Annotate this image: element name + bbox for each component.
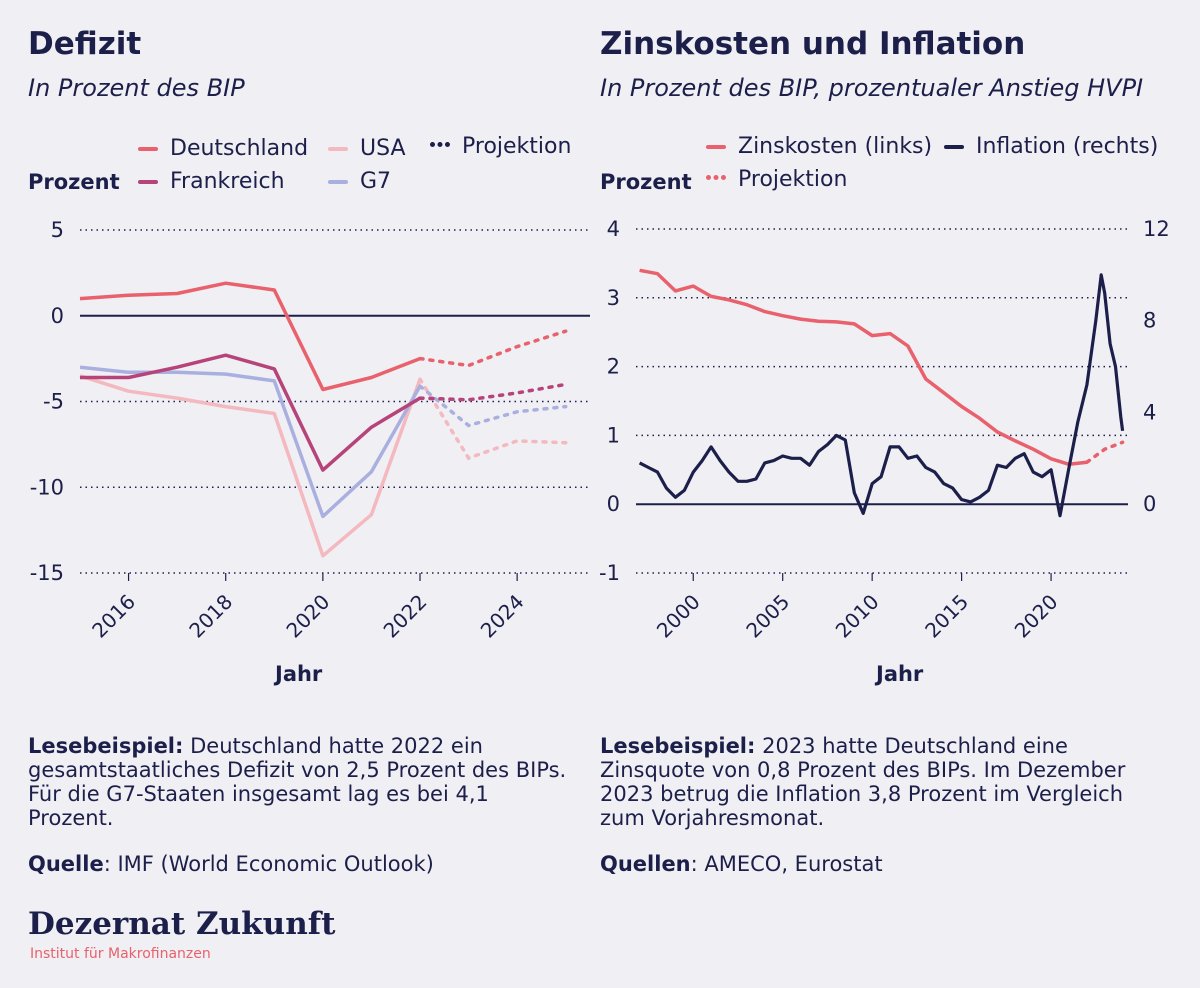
right-left-y-tick-label: 4 xyxy=(607,217,620,241)
left-chart-plot: 5 0 -5 -10 -15 2016 2018 2020 2022 2024 xyxy=(30,218,590,643)
left-chart-subtitle: In Prozent des BIP xyxy=(28,74,245,102)
legend-g7: G7 xyxy=(328,169,391,194)
right-reading-example-text: 2023 hatte Deutschland eine Zinsquote vo… xyxy=(600,734,1126,830)
left-x-axis-title: Jahr xyxy=(275,662,323,686)
legend-frankreich: Frankreich xyxy=(138,169,285,194)
line-zinskosten xyxy=(639,268,1088,467)
left-x-tick-label: 2024 xyxy=(476,590,529,643)
line-usa xyxy=(79,374,422,558)
projection-deutschland xyxy=(418,329,568,368)
legend-usa: USA xyxy=(328,136,406,161)
right-source-text: : AMECO, Eurostat xyxy=(690,852,883,876)
legend-zinskosten-label: Zinskosten (links) xyxy=(738,134,933,159)
charts-canvas: 5 0 -5 -10 -15 2016 2018 2020 2022 2024 4 3 2 1 0 -1 12… xyxy=(30,217,1170,643)
right-y-axis-title: Prozent xyxy=(600,170,692,194)
right-source: Quellen: AMECO, Eurostat xyxy=(600,852,883,876)
left-reading-example: Lesebeispiel: Deutschland hatte 2022 ein… xyxy=(28,734,568,830)
left-x-tick-label: 2016 xyxy=(87,590,140,643)
legend-projektion-left-swatch xyxy=(430,142,450,151)
legend-inflation-swatch xyxy=(944,144,964,149)
right-reading-example: Lesebeispiel: 2023 hatte Deutschland ein… xyxy=(600,734,1170,830)
left-y-axis-title: Prozent xyxy=(28,170,120,194)
legend-projektion-right: Projektion xyxy=(706,167,847,192)
legend-projektion-left: Projektion xyxy=(430,134,571,159)
legend-usa-label: USA xyxy=(360,136,406,161)
legend-inflation: Inflation (rechts) xyxy=(944,134,1158,159)
legend-zinskosten-swatch xyxy=(706,144,726,149)
right-right-y-tick-label: 4 xyxy=(1143,400,1156,424)
legend-projektion-right-swatch xyxy=(706,175,726,184)
left-x-tick-label: 2022 xyxy=(379,590,432,643)
legend-g7-swatch xyxy=(328,179,348,184)
right-chart-subtitle: In Prozent des BIP, prozentualer Anstieg… xyxy=(600,74,1144,102)
legend-inflation-label: Inflation (rechts) xyxy=(976,134,1159,159)
legend-projektion-right-label: Projektion xyxy=(738,167,848,192)
right-reading-example-label: Lesebeispiel: xyxy=(600,734,756,758)
legend-deutschland: Deutschland xyxy=(138,136,308,161)
left-source-text: : IMF (World Economic Outlook) xyxy=(103,852,434,876)
legend-deutschland-label: Deutschland xyxy=(170,136,309,161)
projection-g7 xyxy=(418,384,568,428)
projection-zinskosten xyxy=(1085,440,1125,464)
line-inflation xyxy=(638,273,1125,518)
right-x-tick-label: 2020 xyxy=(1010,590,1063,643)
line-frankreich xyxy=(80,353,421,472)
left-source-label: Quelle xyxy=(28,852,104,876)
left-y-tick-label: -10 xyxy=(30,475,64,499)
legend-usa-swatch xyxy=(328,146,348,151)
legend-frankreich-swatch xyxy=(138,179,158,184)
legend-deutschland-swatch xyxy=(138,146,158,151)
left-y-tick-label: 0 xyxy=(51,304,64,328)
right-left-y-tick-label: 1 xyxy=(607,423,620,447)
projection-usa xyxy=(418,377,568,461)
legend-zinskosten: Zinskosten (links) xyxy=(706,134,932,159)
right-chart-title: Zinskosten und Inflation xyxy=(600,26,1026,62)
right-right-y-tick-label: 0 xyxy=(1143,492,1156,516)
left-source: Quelle: IMF (World Economic Outlook) xyxy=(28,852,434,876)
right-left-y-tick-label: 3 xyxy=(607,286,620,310)
left-y-tick-label: 5 xyxy=(51,218,64,242)
right-x-tick-label: 2010 xyxy=(831,590,884,643)
right-chart-plot: 4 3 2 1 0 -1 12 8 4 0 2000 2005 2010 2015 2020 xyxy=(599,217,1170,643)
left-x-tick-label: 2018 xyxy=(184,590,237,643)
left-y-tick-label: -5 xyxy=(43,390,64,414)
left-chart-title: Defizit xyxy=(28,26,142,62)
right-right-y-tick-label: 8 xyxy=(1143,309,1156,333)
right-left-y-tick-label: 2 xyxy=(607,355,620,379)
left-y-tick-label: -15 xyxy=(30,561,64,585)
right-x-tick-label: 2005 xyxy=(741,590,794,643)
projection-frankreich xyxy=(418,382,568,402)
left-reading-example-label: Lesebeispiel: xyxy=(28,734,184,758)
legend-frankreich-label: Frankreich xyxy=(170,169,285,194)
left-reading-example-text: Deutschland hatte 2022 ein gesamtstaatli… xyxy=(28,734,567,830)
right-source-label: Quellen xyxy=(600,852,691,876)
logo-part1: Dezernat xyxy=(28,906,186,942)
line-deutschland xyxy=(79,281,421,392)
right-x-axis-title: Jahr xyxy=(876,662,924,686)
line-g7 xyxy=(79,365,422,519)
right-right-y-tick-label: 12 xyxy=(1143,217,1170,241)
logo: Dezernat Zukunft xyxy=(28,906,335,942)
right-x-tick-label: 2000 xyxy=(652,590,705,643)
right-left-y-tick-label: 0 xyxy=(607,492,620,516)
legend-g7-label: G7 xyxy=(360,169,392,194)
right-left-y-tick-label: -1 xyxy=(599,561,620,585)
logo-part2: Zukunft xyxy=(196,906,336,942)
logo-tagline: Institut für Makrofinanzen xyxy=(30,946,211,962)
legend-projektion-left-label: Projektion xyxy=(462,134,572,159)
left-x-tick-label: 2020 xyxy=(281,590,334,643)
right-x-tick-label: 2015 xyxy=(920,590,973,643)
